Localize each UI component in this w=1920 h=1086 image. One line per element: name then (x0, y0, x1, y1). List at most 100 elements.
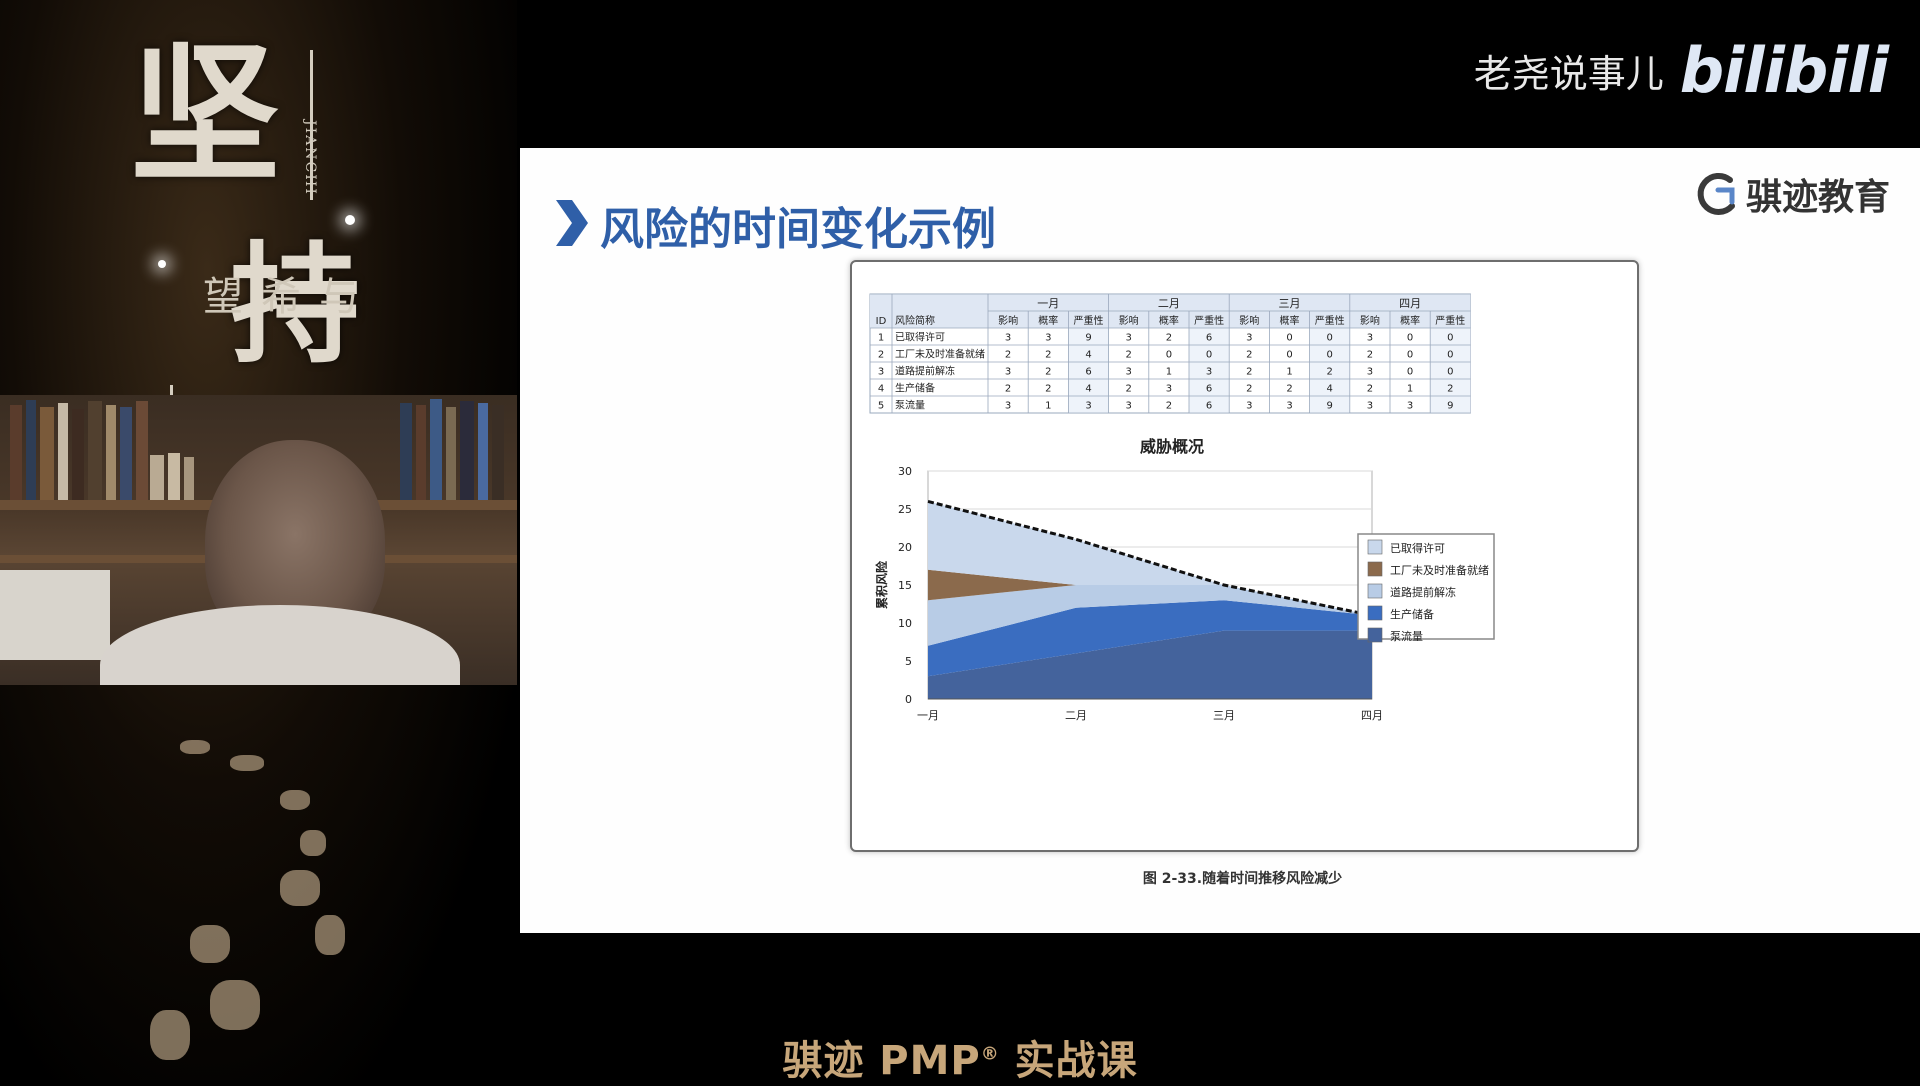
table-cell-value: 6 (1206, 401, 1212, 412)
table-month-header: 三月 (1279, 297, 1301, 310)
table-cell-value: 2 (1367, 384, 1373, 395)
footprints-decoration (120, 720, 420, 1060)
table-cell-name: 生产储备 (895, 382, 935, 395)
table-cell-value: 2 (1005, 384, 1011, 395)
table-cell-value: 1 (1407, 384, 1413, 395)
table-cell-value: 3 (1286, 401, 1292, 412)
book (400, 403, 412, 500)
y-tick-label: 10 (898, 617, 912, 630)
legend-swatch (1367, 583, 1383, 599)
table-cell-value: 0 (1206, 350, 1212, 361)
table-cell-value: 3 (1407, 401, 1413, 412)
table-cell-value: 2 (1367, 350, 1373, 361)
area-series-泵流量 (928, 630, 1372, 699)
table-cell-value: 3 (1246, 401, 1252, 412)
severity-column-bg (1189, 328, 1230, 413)
table-column-header: 严重性 (1194, 314, 1224, 327)
table-cell-value: 0 (1407, 367, 1413, 378)
chart-ylabel: 累积风险 (874, 560, 889, 609)
poster-subtitle: 与希望 (196, 275, 358, 315)
channel-watermark: 老尧说事儿 bilibili (1474, 34, 1889, 107)
org-logo: 骐迹教育 (1696, 168, 1890, 220)
table-column-header: 影响 (1239, 314, 1259, 327)
y-tick-label: 25 (898, 503, 912, 516)
y-tick-label: 5 (905, 655, 912, 668)
org-name: 骐迹教育 (1745, 177, 1890, 218)
course-title-suffix: 实战课 (999, 1038, 1138, 1084)
table-cell-value: 3 (1005, 401, 1011, 412)
table-cell-id: 5 (878, 401, 884, 412)
table-month-header: 四月 (1399, 297, 1421, 310)
table-cell-value: 0 (1327, 350, 1333, 361)
book (120, 407, 132, 500)
table-cell-value: 6 (1206, 384, 1212, 395)
y-tick-label: 20 (898, 541, 912, 554)
area-series-工厂未及时准备就绪 (928, 569, 1372, 616)
slide: 风险的时间变化示例 骐迹教育 一月 二月 三月 四月 ID 风险简称 影响 概率 严重性 影响 概率… (520, 148, 1920, 933)
table-cell-value: 9 (1085, 333, 1091, 344)
book (430, 399, 442, 500)
risk-figure: 一月 二月 三月 四月ID 风险简称 影响 概率 严重性 影响 概率 严重性 影响 概率 严重性 影响 概率严… (869, 293, 1495, 722)
table-cell-value: 1 (1166, 367, 1172, 378)
total-risk-line (927, 499, 1373, 617)
table-cell-value: 2 (1286, 384, 1292, 395)
light-spark (158, 260, 166, 268)
table-cell-value: 4 (1085, 350, 1091, 361)
table-cell-value: 6 (1085, 367, 1091, 378)
table-cell-value: 2 (1166, 333, 1172, 344)
table-cell-value: 3 (1126, 401, 1132, 412)
chart-title: 威胁概况 (1140, 437, 1204, 456)
legend-label: 工厂未及时准备就绪 (1390, 563, 1489, 577)
table-cell-value: 6 (1206, 333, 1212, 344)
book (10, 405, 22, 500)
table-cell-value: 0 (1447, 350, 1453, 361)
book (184, 457, 194, 500)
table-cell-value: 0 (1286, 333, 1292, 344)
table-cell-value: 9 (1447, 401, 1453, 412)
legend-swatch (1367, 539, 1383, 555)
area-series-道路提前解冻 (928, 585, 1372, 646)
legend-label: 泵流量 (1390, 629, 1423, 643)
table-column-header: 影响 (998, 314, 1018, 327)
table-cell-id: 1 (878, 333, 884, 344)
book (168, 453, 180, 500)
book (460, 401, 474, 500)
legend-label: 生产储备 (1390, 607, 1434, 621)
table-cell-value: 0 (1166, 350, 1172, 361)
table-cell-name: 已取得许可 (895, 332, 945, 344)
table-cell-value: 2 (1246, 384, 1252, 395)
table-cell-value: 3 (1367, 333, 1373, 344)
table-cell-value: 9 (1327, 401, 1333, 412)
legend-swatch (1367, 605, 1383, 621)
legend-label: 已取得许可 (1390, 542, 1445, 555)
table-cell-value: 3 (1005, 367, 1011, 378)
table-column-header: 概率 (1038, 314, 1058, 327)
table-column-header: 概率 (1280, 314, 1300, 327)
legend-swatch (1367, 627, 1383, 643)
book (40, 407, 54, 500)
area-series-生产储备 (928, 600, 1372, 677)
legend-swatch (1367, 561, 1383, 577)
table-cell-value: 2 (1246, 350, 1252, 361)
book (150, 455, 164, 500)
poster-title-char: 持 (230, 228, 361, 381)
table-cell-value: 2 (1126, 350, 1132, 361)
table-cell-value: 3 (1206, 367, 1212, 378)
table-column-header: 严重性 (1074, 314, 1104, 327)
book (492, 405, 504, 500)
legend-label: 道路提前解冻 (1390, 585, 1456, 599)
y-tick-label: 0 (905, 693, 912, 706)
light-spark (345, 215, 355, 225)
x-tick-label: 三月 (1213, 709, 1235, 722)
poster-title-char: 坚 (130, 27, 281, 203)
book (72, 409, 84, 500)
table-cell-name: 道路提前解冻 (895, 365, 955, 378)
table-cell-value: 2 (1005, 350, 1011, 361)
table-column-header: 影响 (1360, 314, 1380, 327)
table-column-header: 严重性 (1435, 314, 1465, 327)
table-cell-value: 2 (1166, 401, 1172, 412)
table-cell-value: 3 (1126, 367, 1132, 378)
table-cell-id: 4 (878, 384, 884, 395)
book (0, 570, 110, 660)
y-tick-label: 30 (898, 465, 912, 478)
